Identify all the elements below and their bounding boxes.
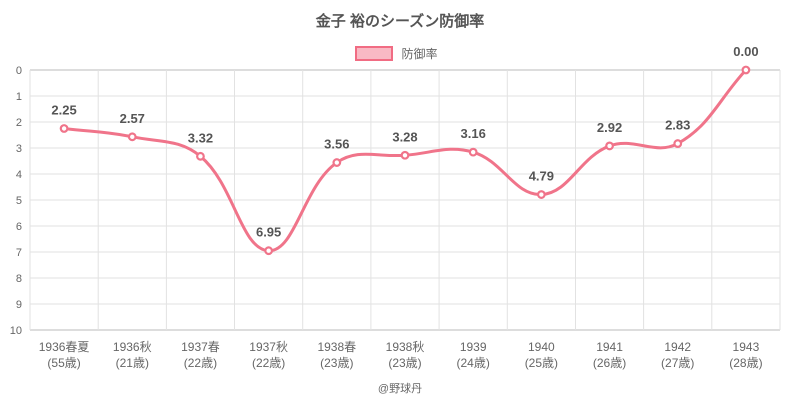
svg-text:1938秋: 1938秋 <box>386 340 425 354</box>
svg-text:1: 1 <box>16 91 22 103</box>
svg-text:7: 7 <box>16 247 22 259</box>
svg-text:6.95: 6.95 <box>256 225 281 240</box>
svg-text:1942: 1942 <box>664 340 691 354</box>
svg-text:5: 5 <box>16 195 22 207</box>
svg-text:(22歳): (22歳) <box>184 356 217 370</box>
svg-text:2.25: 2.25 <box>51 103 76 118</box>
svg-text:3.32: 3.32 <box>188 130 213 145</box>
svg-text:1937秋: 1937秋 <box>249 340 288 354</box>
svg-text:(27歳): (27歳) <box>661 356 694 370</box>
svg-text:1937春: 1937春 <box>181 340 220 354</box>
svg-text:1939: 1939 <box>460 340 487 354</box>
svg-text:2.92: 2.92 <box>597 120 622 135</box>
svg-text:(25歳): (25歳) <box>525 356 558 370</box>
svg-text:10: 10 <box>10 325 22 337</box>
svg-text:1943: 1943 <box>733 340 760 354</box>
svg-text:0: 0 <box>16 65 22 77</box>
svg-text:(26歳): (26歳) <box>593 356 626 370</box>
svg-text:(24歳): (24歳) <box>457 356 490 370</box>
svg-text:(22歳): (22歳) <box>252 356 285 370</box>
svg-text:0.00: 0.00 <box>733 44 758 59</box>
svg-text:1940: 1940 <box>528 340 555 354</box>
svg-text:3.28: 3.28 <box>392 129 417 144</box>
svg-text:1941: 1941 <box>596 340 623 354</box>
svg-text:9: 9 <box>16 299 22 311</box>
svg-text:2.57: 2.57 <box>120 111 145 126</box>
svg-text:3.16: 3.16 <box>461 126 486 141</box>
svg-text:(23歳): (23歳) <box>320 356 353 370</box>
svg-text:4.79: 4.79 <box>529 169 554 184</box>
svg-text:(28歳): (28歳) <box>729 356 762 370</box>
svg-text:(23歳): (23歳) <box>388 356 421 370</box>
svg-text:2.83: 2.83 <box>665 118 690 133</box>
svg-text:(55歳): (55歳) <box>47 356 80 370</box>
svg-text:(21歳): (21歳) <box>116 356 149 370</box>
svg-text:1936秋: 1936秋 <box>113 340 152 354</box>
svg-text:1938春: 1938春 <box>317 340 356 354</box>
svg-text:3.56: 3.56 <box>324 137 349 152</box>
svg-text:1936春夏: 1936春夏 <box>39 340 90 354</box>
svg-text:8: 8 <box>16 273 22 285</box>
svg-text:6: 6 <box>16 221 22 233</box>
svg-text:2: 2 <box>16 117 22 129</box>
svg-text:4: 4 <box>16 169 22 181</box>
svg-text:3: 3 <box>16 143 22 155</box>
